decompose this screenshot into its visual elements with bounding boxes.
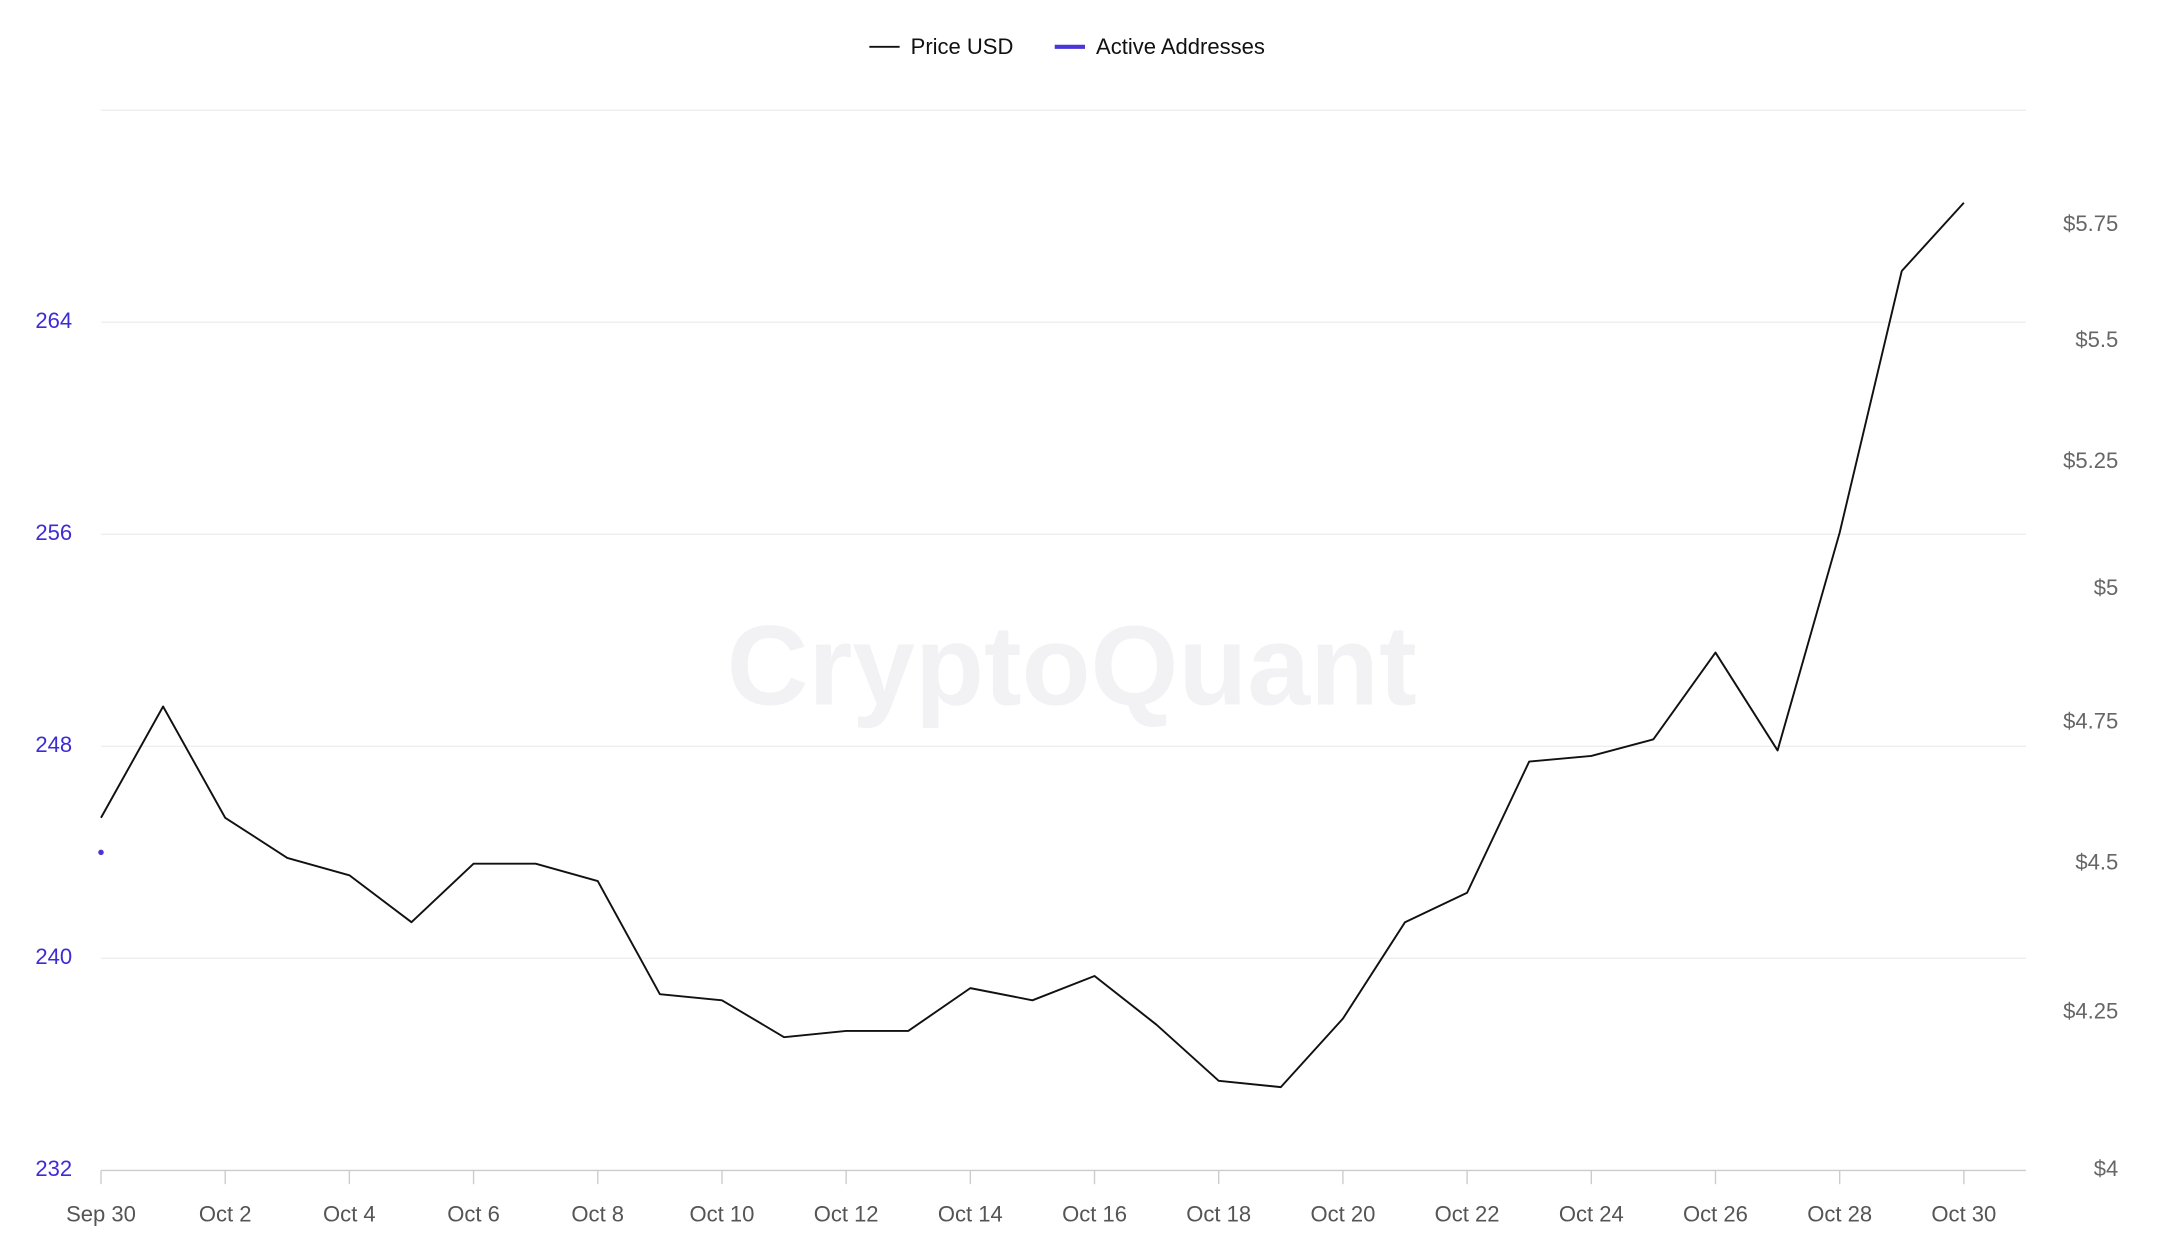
legend-label: Price USD [911, 34, 1014, 59]
legend-label: Active Addresses [1096, 34, 1265, 59]
x-tick-label: Oct 16 [1062, 1202, 1127, 1227]
x-tick-label: Oct 24 [1559, 1202, 1624, 1227]
x-tick-label: Oct 30 [1931, 1202, 1996, 1227]
y2-tick-label: $5.25 [2063, 448, 2118, 473]
x-tick-label: Oct 12 [814, 1202, 879, 1227]
y2-tick-label: $4 [2094, 1156, 2119, 1181]
y-tick-label: 256 [35, 520, 72, 545]
y-tick-label: 264 [35, 308, 72, 333]
x-tick-label: Oct 10 [690, 1202, 755, 1227]
x-tick-label: Sep 30 [66, 1202, 136, 1227]
y2-tick-label: $4.5 [2075, 849, 2118, 874]
y-tick-label: 248 [35, 732, 72, 757]
y2-tick-label: $5.75 [2063, 211, 2118, 236]
x-tick-label: Oct 28 [1807, 1202, 1872, 1227]
y2-tick-label: $5 [2094, 575, 2119, 600]
x-tick-label: Oct 22 [1435, 1202, 1500, 1227]
x-tick-label: Oct 20 [1310, 1202, 1375, 1227]
x-tick-label: Oct 18 [1186, 1202, 1251, 1227]
y-tick-label: 240 [35, 944, 72, 969]
watermark: CryptoQuant [727, 603, 1417, 729]
x-tick-label: Oct 2 [199, 1202, 252, 1227]
y2-tick-label: $4.25 [2063, 998, 2118, 1023]
x-tick-label: Oct 14 [938, 1202, 1003, 1227]
series-line [100, 202, 1965, 1089]
x-tick-label: Oct 4 [323, 1202, 376, 1227]
x-tick-label: Oct 6 [447, 1202, 500, 1227]
y2-tick-label: $5.5 [2075, 327, 2118, 352]
point [98, 849, 104, 856]
y-tick-label: 232 [35, 1156, 72, 1181]
x-tick-label: Oct 8 [571, 1202, 624, 1227]
y2-tick-label: $4.75 [2063, 709, 2118, 734]
x-tick-label: Oct 26 [1683, 1202, 1748, 1227]
